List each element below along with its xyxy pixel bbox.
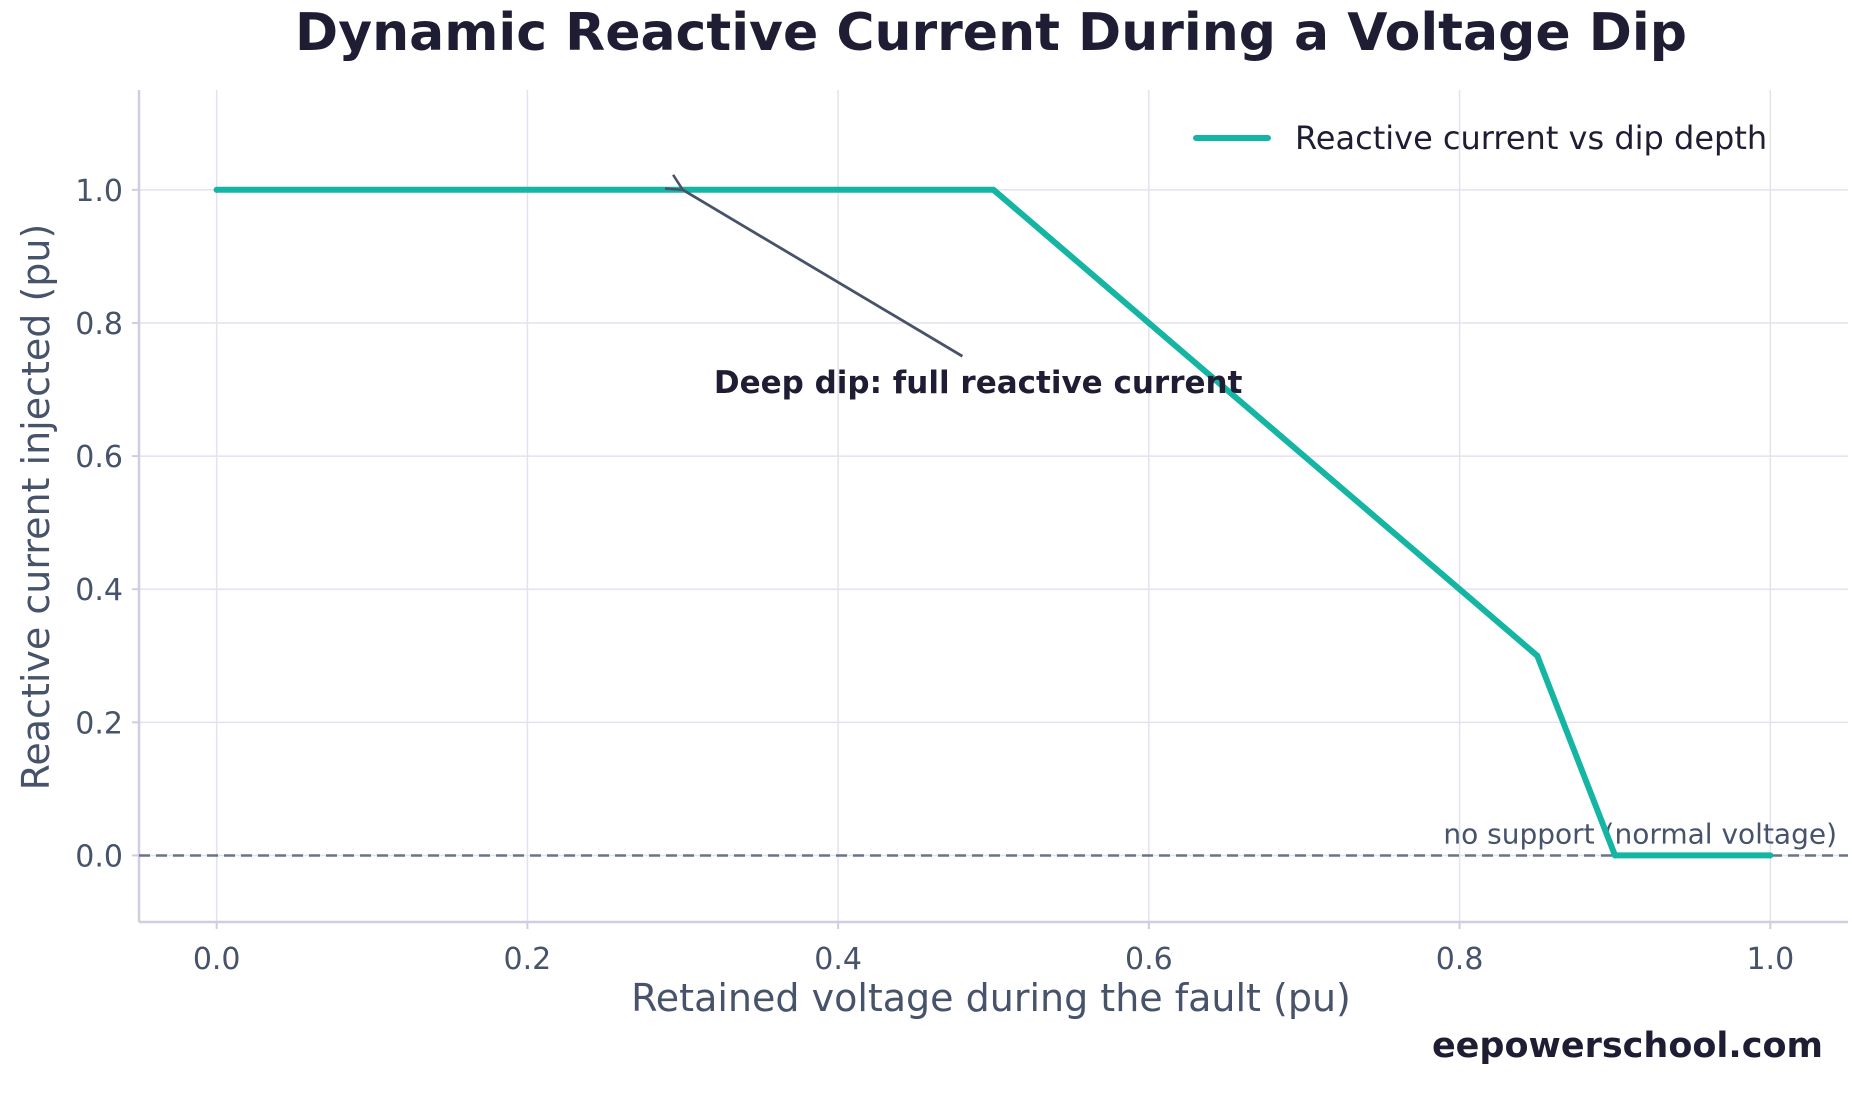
data-point [1767, 852, 1774, 859]
data-point [1611, 852, 1618, 859]
annotation-group: Deep dip: full reactive current [683, 190, 1243, 401]
y-tick-label: 0.2 [75, 706, 123, 741]
ticks: 0.0 0.2 0.4 0.6 0.8 1.0 0.0 0.2 0.4 0.6 0.8 1.0 [75, 174, 1794, 977]
y-tick-label: 0.4 [75, 573, 123, 608]
y-tick-label: 0.6 [75, 440, 123, 475]
x-tick-label: 0.4 [814, 942, 862, 977]
axes-spines [137, 90, 1848, 924]
data-point [990, 186, 997, 193]
data-point [1145, 319, 1152, 326]
data-point [213, 186, 220, 193]
y-axis-label: Reactive current injected (pu) [14, 224, 58, 791]
x-tick-label: 0.0 [193, 942, 241, 977]
legend: Reactive current vs dip depth [1193, 119, 1767, 157]
series-line [213, 186, 1774, 859]
x-tick-label: 0.8 [1436, 942, 1484, 977]
x-axis-label: Retained voltage during the fault (pu) [631, 976, 1351, 1020]
annotation-arrow [683, 190, 964, 358]
annotation-text: Deep dip: full reactive current [714, 365, 1243, 401]
legend-label: Reactive current vs dip depth [1295, 119, 1767, 157]
series-group [213, 186, 1774, 859]
reference-line-label: no support (normal voltage) [1443, 817, 1837, 850]
data-point [1301, 453, 1308, 460]
y-tick-label: 1.0 [75, 174, 123, 209]
watermark: eepowerschool.com [1432, 1026, 1823, 1066]
data-point [1456, 586, 1463, 593]
x-tick-label: 0.2 [504, 942, 552, 977]
reference-line-group: no support (normal voltage) [139, 817, 1848, 857]
y-tick-label: 0.0 [75, 839, 123, 874]
chart-title: Dynamic Reactive Current During a Voltag… [295, 3, 1687, 63]
x-tick-label: 1.0 [1746, 942, 1794, 977]
y-tick-label: 0.8 [75, 307, 123, 342]
x-tick-label: 0.6 [1125, 942, 1173, 977]
data-point [1534, 652, 1541, 659]
